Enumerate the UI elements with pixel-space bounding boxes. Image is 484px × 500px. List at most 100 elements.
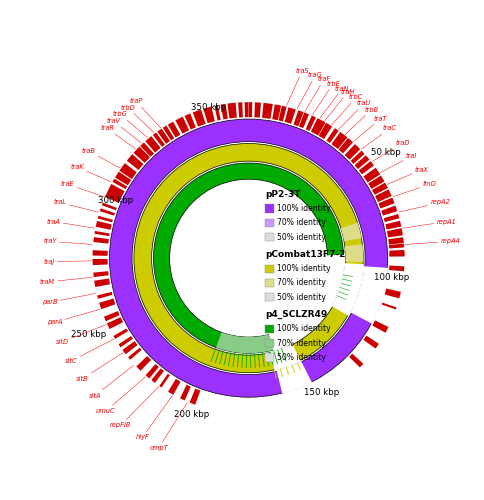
Wedge shape [163, 126, 174, 140]
Text: 100% identity: 100% identity [276, 264, 330, 273]
Wedge shape [363, 168, 379, 182]
Wedge shape [136, 356, 151, 371]
Text: ompT: ompT [149, 403, 187, 451]
Wedge shape [383, 214, 398, 222]
Wedge shape [270, 344, 301, 370]
Text: traC: traC [361, 126, 396, 149]
Text: 70% identity: 70% identity [276, 278, 325, 287]
Wedge shape [95, 221, 111, 230]
Text: traR: traR [100, 126, 135, 149]
Wedge shape [157, 128, 170, 144]
Wedge shape [128, 348, 141, 360]
Text: 100% identity: 100% identity [276, 324, 330, 334]
Wedge shape [175, 116, 189, 134]
Wedge shape [338, 138, 352, 154]
Text: trbB: trbB [345, 106, 378, 134]
Wedge shape [97, 216, 113, 222]
Bar [265, 279, 273, 287]
Wedge shape [386, 228, 402, 237]
Wedge shape [109, 119, 387, 397]
Wedge shape [104, 311, 120, 321]
Wedge shape [94, 231, 109, 236]
Wedge shape [272, 104, 281, 120]
Wedge shape [152, 132, 165, 147]
Bar [265, 324, 273, 333]
Wedge shape [168, 379, 180, 395]
Wedge shape [276, 362, 311, 394]
Text: p4_SCLZR49: p4_SCLZR49 [265, 310, 327, 319]
Text: sitD: sitD [56, 324, 106, 345]
Text: traS: traS [286, 68, 308, 106]
Text: pCombat13F7-2: pCombat13F7-2 [265, 250, 345, 259]
Text: sitA: sitA [89, 366, 134, 398]
Wedge shape [254, 102, 260, 118]
Wedge shape [331, 132, 347, 149]
Bar [265, 233, 273, 241]
Wedge shape [372, 320, 388, 333]
Wedge shape [112, 178, 127, 189]
Wedge shape [318, 123, 332, 139]
Wedge shape [310, 118, 325, 136]
Text: repFIB: repFIB [110, 387, 158, 428]
Wedge shape [371, 182, 387, 195]
Wedge shape [248, 102, 252, 117]
Wedge shape [358, 161, 373, 174]
Wedge shape [350, 266, 387, 324]
Text: finO: finO [393, 181, 436, 196]
Text: traJ: traJ [44, 258, 91, 264]
Wedge shape [189, 388, 200, 404]
Wedge shape [97, 292, 112, 299]
Wedge shape [133, 146, 150, 163]
Text: pP2-3T: pP2-3T [265, 190, 301, 198]
Text: traG: traG [297, 72, 322, 108]
Text: trbD: trbD [120, 104, 154, 132]
Wedge shape [378, 198, 394, 208]
Wedge shape [106, 317, 123, 329]
Text: traF: traF [304, 76, 330, 112]
Text: sitB: sitB [76, 352, 123, 382]
Wedge shape [348, 354, 363, 368]
Wedge shape [145, 364, 159, 378]
Wedge shape [134, 144, 363, 373]
Wedge shape [92, 259, 107, 265]
Wedge shape [93, 271, 108, 277]
Bar [265, 293, 273, 302]
Wedge shape [363, 336, 378, 348]
Wedge shape [238, 102, 242, 118]
Text: 50% identity: 50% identity [276, 232, 325, 241]
Wedge shape [326, 128, 338, 143]
Text: sitC: sitC [65, 339, 114, 364]
Text: traI: traI [379, 153, 416, 172]
Text: traV: traV [106, 118, 141, 143]
Wedge shape [180, 384, 190, 400]
Text: traB: traB [81, 148, 120, 168]
Text: repA4: repA4 [404, 238, 459, 244]
Bar [265, 353, 273, 362]
Wedge shape [119, 163, 136, 179]
Wedge shape [227, 102, 236, 118]
Wedge shape [268, 255, 344, 350]
Text: 70% identity: 70% identity [276, 218, 325, 228]
Text: traH: traH [324, 89, 354, 120]
Wedge shape [113, 328, 128, 339]
Wedge shape [367, 176, 384, 189]
Wedge shape [381, 302, 396, 310]
Wedge shape [298, 112, 308, 128]
Text: umuC: umuC [96, 376, 145, 414]
Wedge shape [384, 288, 400, 298]
Wedge shape [184, 114, 196, 130]
Wedge shape [278, 106, 286, 122]
Text: parA: parA [46, 310, 100, 326]
Text: traP: traP [129, 98, 160, 128]
Text: traM: traM [40, 278, 92, 285]
Text: trbC: trbC [331, 94, 363, 125]
Wedge shape [389, 252, 404, 256]
Wedge shape [388, 266, 404, 271]
Text: traN: traN [319, 86, 348, 118]
Text: 50 kbp: 50 kbp [370, 148, 399, 156]
Text: 350 kbp: 350 kbp [190, 102, 226, 112]
Wedge shape [94, 278, 110, 287]
Wedge shape [305, 116, 315, 131]
Wedge shape [203, 106, 214, 123]
Wedge shape [126, 154, 143, 170]
